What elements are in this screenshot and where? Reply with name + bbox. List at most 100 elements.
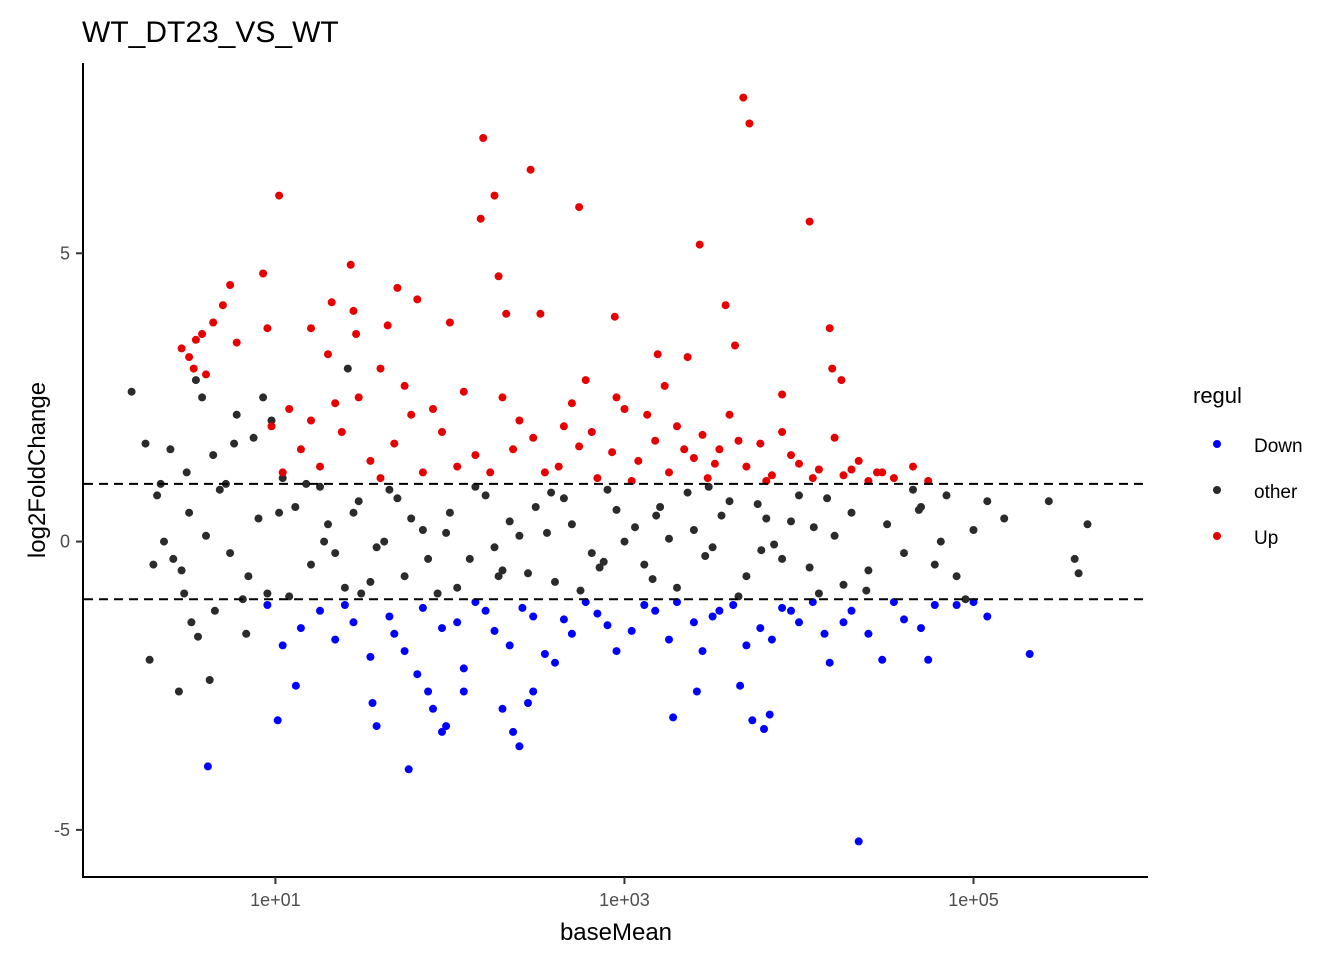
point-other (648, 575, 657, 584)
point-down (404, 765, 413, 774)
point-up (540, 468, 549, 477)
point-down (400, 647, 409, 656)
point-other (587, 549, 596, 558)
point-other (952, 572, 961, 581)
point-down (453, 618, 462, 627)
point-down (748, 716, 757, 725)
point-other (665, 534, 673, 543)
point-up (327, 298, 336, 307)
x-axis-title: baseMean (560, 919, 672, 946)
point-other (194, 632, 202, 641)
point-other (185, 508, 194, 517)
point-other (215, 485, 224, 494)
point-other (620, 537, 629, 546)
point-other (244, 572, 253, 581)
point-up (438, 428, 446, 436)
legend-item-down: Down (1213, 436, 1303, 457)
point-other (753, 500, 762, 509)
point-other (1000, 514, 1009, 523)
point-down (742, 641, 751, 650)
point-down (839, 618, 848, 627)
point-other (1074, 569, 1083, 578)
legend-key-other (1213, 486, 1221, 494)
point-down (917, 624, 925, 633)
point-other (631, 523, 639, 532)
point-up (189, 364, 198, 373)
point-up (259, 269, 268, 278)
point-other (481, 491, 490, 500)
point-down (551, 658, 559, 667)
point-up (767, 471, 776, 480)
point-down (490, 626, 499, 635)
point-down (424, 687, 433, 696)
point-down (481, 606, 490, 615)
x-tick-label: 1e+05 (948, 890, 999, 910)
point-other (453, 583, 462, 592)
point-up (209, 318, 218, 327)
legend-title: regul (1193, 383, 1242, 408)
y-tick-label: 5 (60, 243, 70, 263)
point-up (731, 341, 739, 350)
point-other (551, 577, 559, 586)
point-up (471, 451, 480, 460)
point-other (942, 491, 951, 500)
point-up (610, 312, 619, 321)
point-other (230, 439, 239, 448)
point-other (254, 514, 263, 523)
point-up (278, 468, 287, 477)
point-up (232, 338, 241, 347)
point-other (191, 376, 200, 385)
point-other (354, 497, 363, 506)
point-other (331, 549, 340, 558)
legend: regul Down other Up (1193, 383, 1303, 549)
series-up (177, 93, 933, 485)
point-down (795, 618, 803, 627)
point-other (149, 560, 158, 569)
point-other (717, 511, 726, 520)
point-up (307, 324, 315, 333)
point-other (567, 520, 576, 529)
point-other (543, 528, 551, 537)
point-up (721, 301, 730, 310)
point-other (141, 439, 150, 448)
point-other (1070, 554, 1079, 563)
point-up (346, 260, 355, 269)
point-other (242, 629, 251, 638)
point-down (559, 615, 568, 624)
point-down (296, 624, 305, 633)
point-down (529, 612, 538, 621)
point-up (445, 318, 454, 327)
point-down (627, 626, 636, 635)
point-other (498, 566, 507, 575)
point-other (778, 554, 787, 563)
point-up (787, 451, 795, 460)
point-down (567, 629, 576, 638)
point-other (445, 508, 454, 517)
point-other (145, 655, 154, 664)
legend-label-other: other (1254, 482, 1298, 503)
point-down (459, 664, 468, 673)
point-other (725, 497, 734, 506)
point-up (352, 330, 361, 338)
point-other (809, 523, 818, 532)
point-other (349, 508, 358, 517)
point-up (805, 217, 814, 226)
point-down (438, 624, 446, 633)
point-other (640, 560, 649, 569)
point-down (778, 603, 787, 612)
point-down (498, 704, 507, 713)
point-other (198, 393, 207, 402)
point-other (930, 560, 939, 569)
point-down (518, 603, 527, 612)
point-up (383, 321, 392, 330)
point-up (366, 456, 375, 465)
point-other (708, 543, 717, 552)
point-other (515, 531, 524, 540)
point-up (734, 436, 743, 445)
point-up (275, 191, 284, 200)
point-other (366, 577, 375, 586)
point-other (267, 416, 276, 425)
point-other (249, 433, 258, 442)
point-down (331, 635, 340, 644)
point-up (725, 410, 734, 419)
